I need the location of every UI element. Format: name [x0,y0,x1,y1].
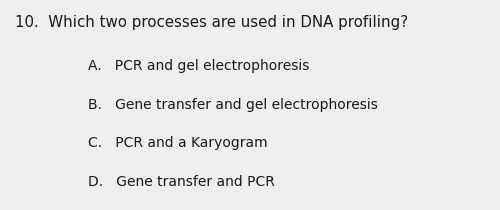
Text: C.   PCR and a Karyogram: C. PCR and a Karyogram [88,136,267,151]
Text: A.   PCR and gel electrophoresis: A. PCR and gel electrophoresis [88,59,309,73]
Text: D.   Gene transfer and PCR: D. Gene transfer and PCR [88,175,274,189]
Text: B.   Gene transfer and gel electrophoresis: B. Gene transfer and gel electrophoresis [88,98,378,112]
Text: 10.  Which two processes are used in DNA profiling?: 10. Which two processes are used in DNA … [15,15,408,30]
